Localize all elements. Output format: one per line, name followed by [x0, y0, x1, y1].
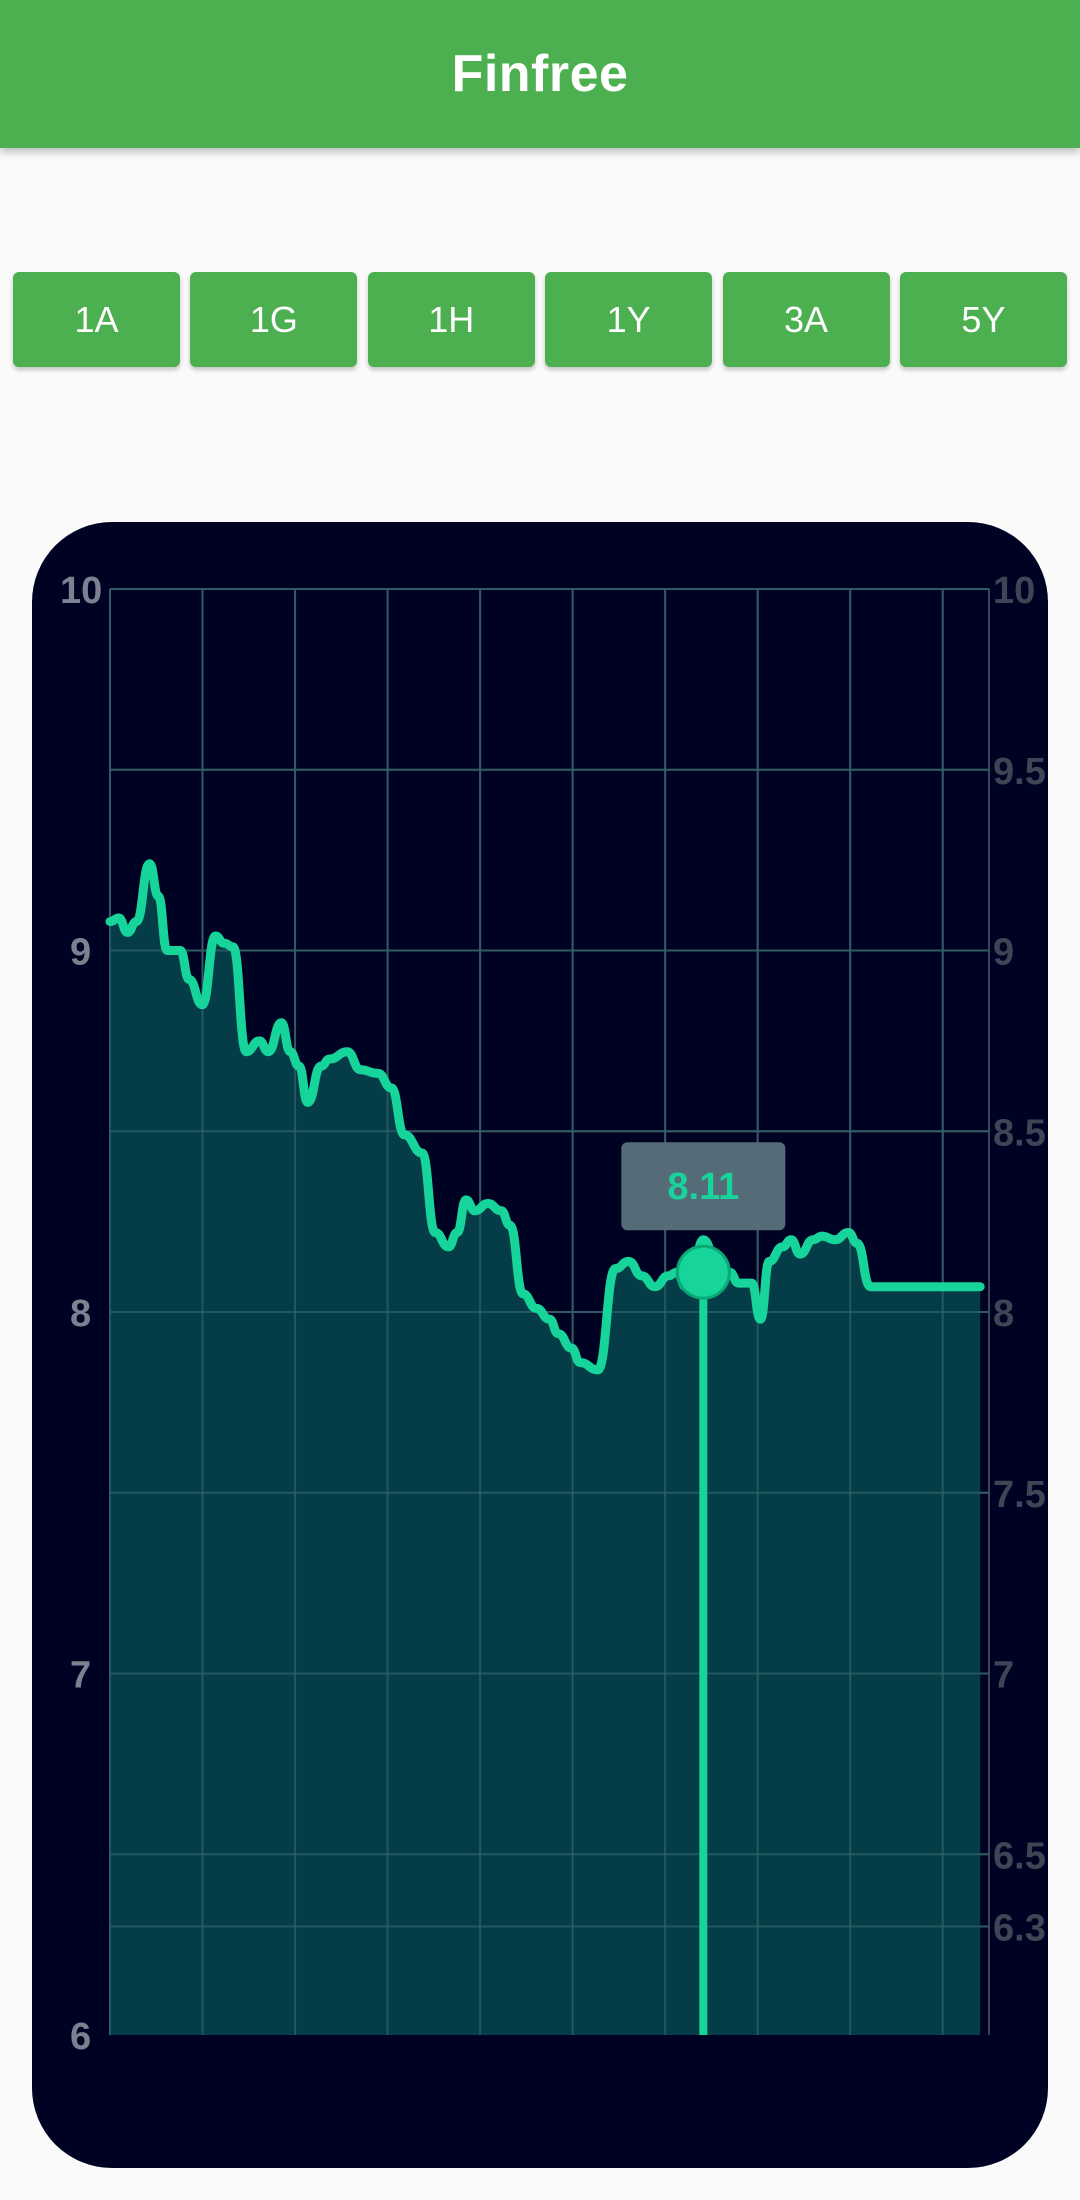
range-button-3a[interactable]: 3A — [722, 272, 890, 367]
price-chart-card[interactable]: 10 9 8 7 6 10 9.5 9 8.5 8 7.5 7 6.5 6.3 8.11 — [32, 522, 1048, 2168]
left-tick-label: 8 — [70, 1293, 91, 1335]
range-button-1a[interactable]: 1A — [13, 272, 180, 367]
tooltip-value: 8.11 — [667, 1166, 739, 1208]
chart-line-layer — [105, 859, 985, 1375]
left-tick-label: 6 — [70, 2016, 91, 2058]
crosshair-point — [675, 1244, 731, 1300]
range-button-1h[interactable]: 1H — [367, 272, 535, 367]
tooltip-box — [621, 1142, 786, 1231]
price-line — [105, 859, 985, 1375]
right-tick-label: 8.5 — [993, 1112, 1046, 1154]
chart-area-layer — [109, 588, 989, 2035]
range-button-5y[interactable]: 5Y — [899, 272, 1067, 367]
range-selector: 1A 1G 1H 1Y 3A 5Y — [13, 272, 1067, 367]
left-tick-label: 9 — [70, 932, 91, 974]
right-tick-label: 7.5 — [993, 1474, 1046, 1516]
price-chart[interactable]: 10 9 8 7 6 10 9.5 9 8.5 8 7.5 7 6.5 6.3 8.11 — [32, 522, 1048, 2168]
right-tick-label: 9.5 — [993, 751, 1046, 793]
left-axis: 10 9 8 7 6 — [60, 570, 102, 2058]
range-button-1y[interactable]: 1Y — [545, 272, 713, 367]
left-tick-label: 10 — [60, 570, 102, 612]
right-axis: 10 9.5 9 8.5 8 7.5 7 6.5 6.3 — [993, 570, 1046, 1950]
left-tick-label: 7 — [70, 1655, 91, 1697]
app-title: Finfree — [451, 45, 629, 103]
right-tick-label: 9 — [993, 932, 1014, 974]
right-tick-label: 6.3 — [993, 1908, 1046, 1950]
right-tick-label: 8 — [993, 1293, 1014, 1335]
right-tick-label: 10 — [993, 570, 1035, 612]
right-tick-label: 6.5 — [993, 1835, 1046, 1877]
right-tick-label: 7 — [993, 1655, 1014, 1697]
range-button-1g[interactable]: 1G — [190, 272, 358, 367]
price-area — [110, 863, 981, 2035]
app-bar: Finfree — [0, 0, 1080, 148]
chart-tooltip: 8.11 — [621, 1142, 786, 2035]
